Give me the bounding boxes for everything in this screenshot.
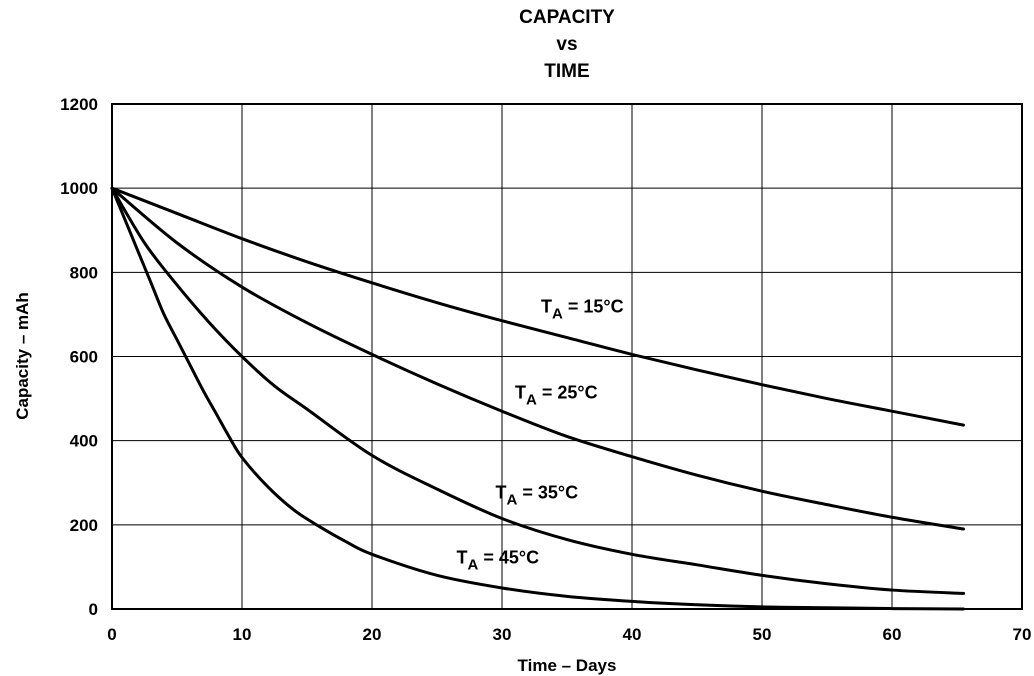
x-tick-label: 0 (107, 625, 116, 644)
series-line (110, 186, 965, 427)
series-label: TA = 35°C (496, 483, 579, 509)
y-tick-label: 1000 (60, 179, 98, 198)
plot-frame (111, 103, 1023, 610)
x-tick-label: 20 (363, 625, 382, 644)
series-curves (110, 186, 965, 611)
x-tick-label: 30 (493, 625, 512, 644)
chart-title-line: TIME (544, 61, 589, 82)
series-line (110, 186, 965, 595)
x-tick-labels: 0 10 20 30 40 50 60 70 (107, 625, 1031, 644)
x-tick-label: 10 (233, 625, 252, 644)
series-line (110, 186, 965, 531)
grid-lines (112, 104, 1022, 609)
series-label: TA = 25°C (515, 383, 598, 409)
x-axis-label: Time – Days (518, 656, 617, 675)
y-tick-label: 600 (70, 348, 98, 367)
chart-title-line: CAPACITY (519, 7, 615, 28)
y-tick-label: 0 (89, 600, 98, 619)
y-tick-labels: 0 200 400 600 800 1000 1200 (60, 95, 98, 619)
y-tick-label: 800 (70, 263, 98, 282)
series-line (110, 186, 965, 611)
y-axis-label: Capacity – mAh (13, 292, 32, 420)
y-tick-label: 200 (70, 516, 98, 535)
x-tick-label: 40 (623, 625, 642, 644)
chart-title: CAPACITY vs TIME (519, 7, 615, 82)
chart-title-line: vs (556, 34, 577, 55)
y-tick-label: 400 (70, 432, 98, 451)
y-tick-label: 1200 (60, 95, 98, 114)
x-tick-label: 70 (1013, 625, 1032, 644)
series-label: TA = 45°C (457, 548, 540, 574)
x-tick-label: 50 (753, 625, 772, 644)
x-tick-label: 60 (883, 625, 902, 644)
series-labels: TA = 15°C TA = 25°C TA = 35°C TA = 45°C (457, 296, 624, 573)
series-label: TA = 15°C (541, 296, 624, 322)
